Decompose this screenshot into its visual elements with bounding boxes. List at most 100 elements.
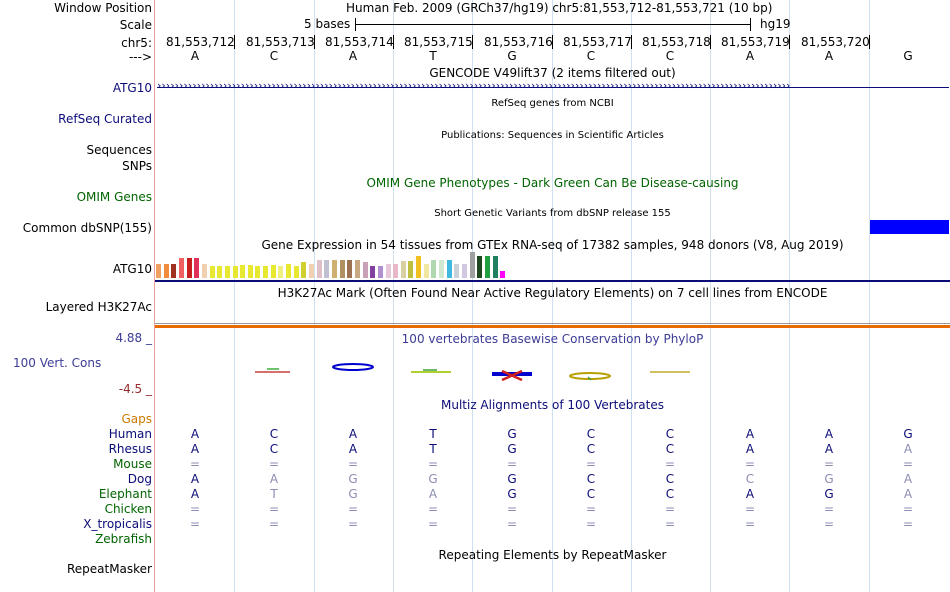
- gtex-tissue-bar[interactable]: [431, 260, 437, 278]
- multiz-track-title[interactable]: Multiz Alignments of 100 Vertebrates: [440, 398, 665, 412]
- phylop-label[interactable]: 100 Vert. Cons: [13, 356, 102, 370]
- gtex-tissue-bar[interactable]: [400, 261, 406, 278]
- h3k27ac-label[interactable]: Layered H3K27Ac: [45, 300, 152, 314]
- reference-base: G: [507, 49, 517, 63]
- gtex-tissue-bar[interactable]: [408, 261, 414, 278]
- gtex-tissue-bar[interactable]: [301, 262, 307, 278]
- phylop-track-title[interactable]: 100 vertebrates Basewise Conservation by…: [401, 332, 704, 346]
- gtex-tissue-bar[interactable]: [500, 271, 506, 278]
- phylop-glyph-4: [492, 372, 532, 376]
- repeatmasker-track-title[interactable]: Repeating Elements by RepeatMasker: [438, 548, 667, 562]
- h3k27ac-track-title[interactable]: H3K27Ac Mark (Often Found Near Active Re…: [277, 286, 828, 300]
- gtex-tissue-bar[interactable]: [240, 265, 246, 278]
- species-label[interactable]: X_tropicalis: [83, 517, 152, 531]
- publications-track-title[interactable]: Publications: Sequences in Scientific Ar…: [441, 130, 664, 141]
- gtex-tissue-bar[interactable]: [370, 266, 376, 278]
- chrom-coordinate: 81,553,715: [404, 35, 473, 49]
- dbsnp-label[interactable]: Common dbSNP(155): [22, 221, 152, 235]
- gtex-gene-label[interactable]: ATG10: [112, 262, 152, 276]
- publications-label[interactable]: Sequences: [86, 143, 152, 157]
- chrom-label[interactable]: chr5:: [121, 36, 152, 50]
- species-label[interactable]: Dog: [127, 472, 152, 486]
- gtex-tissue-bar[interactable]: [484, 256, 490, 278]
- gtex-track-title[interactable]: Gene Expression in 54 tissues from GTEx …: [261, 238, 844, 252]
- gtex-tissue-bar[interactable]: [377, 266, 383, 278]
- dbsnp-track-title[interactable]: Short Genetic Variants from dbSNP releas…: [434, 208, 671, 219]
- h3k27ac-baseline: [155, 323, 950, 324]
- gtex-tissue-bar[interactable]: [423, 264, 429, 278]
- alignment-base: =: [823, 457, 835, 471]
- gtex-tissue-bar[interactable]: [255, 266, 261, 278]
- gtex-tissue-bar[interactable]: [354, 260, 360, 278]
- omim-track-title[interactable]: OMIM Gene Phenotypes - Dark Green Can Be…: [366, 176, 739, 190]
- gtex-tissue-bar[interactable]: [324, 260, 330, 278]
- gtex-tissue-bar[interactable]: [270, 265, 276, 278]
- gtex-tissue-bar[interactable]: [178, 258, 184, 278]
- reference-base: C: [665, 49, 675, 63]
- gencode-gene-arrows[interactable]: ››››››››››››››››››››››››››››››››››››››››…: [157, 79, 791, 92]
- gtex-tissue-bar[interactable]: [163, 264, 169, 278]
- gtex-tissue-bar[interactable]: [171, 264, 177, 278]
- gtex-tissue-bar[interactable]: [293, 266, 299, 278]
- gtex-tissue-bar[interactable]: [393, 264, 399, 278]
- alignment-base: C: [665, 442, 675, 456]
- alignment-base: G: [824, 472, 834, 486]
- omim-label[interactable]: OMIM Genes: [76, 190, 152, 204]
- snps-label[interactable]: SNPs: [122, 159, 152, 173]
- alignment-base: =: [744, 457, 756, 471]
- gtex-tissue-bar[interactable]: [209, 266, 215, 278]
- scale-assembly: hg19: [760, 17, 791, 31]
- gtex-tissue-bar[interactable]: [217, 266, 223, 278]
- alignment-base: =: [585, 457, 597, 471]
- gtex-tissue-bar[interactable]: [454, 264, 460, 278]
- gtex-expression-bars[interactable]: [156, 252, 556, 278]
- base-guide-line: [710, 0, 711, 592]
- gtex-tissue-bar[interactable]: [331, 260, 337, 278]
- window-position-header[interactable]: Human Feb. 2009 (GRCh37/hg19) chr5:81,55…: [346, 1, 773, 15]
- alignment-base: =: [902, 502, 914, 516]
- gtex-tissue-bar[interactable]: [232, 266, 238, 278]
- gtex-tissue-bar[interactable]: [186, 258, 192, 278]
- repeatmasker-label[interactable]: RepeatMasker: [66, 562, 152, 576]
- gaps-label[interactable]: Gaps: [121, 412, 152, 426]
- refseq-label[interactable]: RefSeq Curated: [58, 112, 152, 126]
- gtex-tissue-bar[interactable]: [416, 256, 422, 278]
- gtex-tissue-bar[interactable]: [477, 256, 483, 278]
- gtex-tissue-bar[interactable]: [263, 266, 269, 278]
- gtex-tissue-bar[interactable]: [247, 265, 253, 278]
- alignment-base: C: [586, 472, 596, 486]
- gtex-tissue-bar[interactable]: [278, 266, 284, 278]
- scale-bar-left-cap: [355, 18, 356, 31]
- species-label[interactable]: Mouse: [113, 457, 152, 471]
- gtex-tissue-bar[interactable]: [316, 260, 322, 278]
- gtex-tissue-bar[interactable]: [347, 260, 353, 278]
- species-label[interactable]: Zebrafish: [95, 532, 152, 546]
- species-label[interactable]: Elephant: [98, 487, 152, 501]
- gtex-tissue-bar[interactable]: [362, 262, 368, 278]
- gtex-tissue-bar[interactable]: [156, 264, 161, 278]
- gtex-tissue-bar[interactable]: [462, 264, 467, 278]
- strand-label[interactable]: --->: [128, 50, 152, 64]
- gtex-tissue-bar[interactable]: [224, 266, 230, 278]
- gtex-tissue-bar[interactable]: [469, 252, 475, 278]
- gtex-tissue-bar[interactable]: [201, 264, 207, 278]
- gencode-gene-label[interactable]: ATG10: [112, 81, 152, 95]
- alignment-base: G: [903, 427, 913, 441]
- dbsnp-variant-bar[interactable]: [870, 220, 949, 234]
- gtex-tissue-bar[interactable]: [309, 264, 314, 278]
- gtex-tissue-bar[interactable]: [439, 260, 445, 278]
- gtex-tissue-bar[interactable]: [492, 256, 498, 278]
- phylop-max-value: 4.88 _: [115, 331, 152, 345]
- gtex-tissue-bar[interactable]: [339, 260, 345, 278]
- alignment-base: A: [824, 442, 834, 456]
- gtex-tissue-bar[interactable]: [385, 264, 391, 278]
- gencode-track-title[interactable]: GENCODE V49lift37 (2 items filtered out): [429, 66, 676, 80]
- gtex-tissue-bar[interactable]: [446, 260, 452, 278]
- gtex-tissue-bar[interactable]: [286, 264, 292, 278]
- species-label[interactable]: Chicken: [104, 502, 152, 516]
- species-label[interactable]: Rhesus: [108, 442, 152, 456]
- refseq-track-title[interactable]: RefSeq genes from NCBI: [491, 98, 614, 109]
- gtex-tissue-bar[interactable]: [194, 258, 200, 278]
- species-label[interactable]: Human: [108, 427, 152, 441]
- alignment-base: A: [903, 442, 913, 456]
